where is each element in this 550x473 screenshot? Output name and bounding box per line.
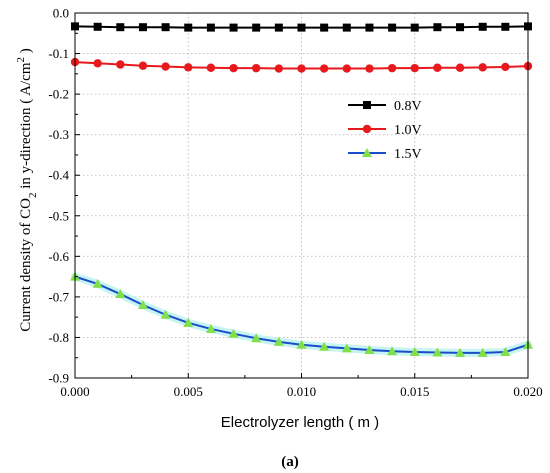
data-point [432, 347, 443, 357]
legend-marker [362, 148, 372, 157]
data-point [138, 23, 147, 32]
x-tick-label: 0.020 [513, 384, 542, 399]
data-point [319, 64, 329, 73]
y-tick-label: -0.2 [48, 87, 69, 102]
data-point [319, 341, 330, 351]
grid-lines [75, 13, 528, 378]
y-tick-label: -0.4 [48, 168, 69, 183]
data-point [116, 60, 125, 69]
data-point [388, 23, 397, 32]
data-point [297, 64, 306, 73]
y-axis-label-sup: 2 [15, 57, 27, 63]
data-point [433, 63, 442, 72]
data-point [387, 346, 398, 356]
data-point [92, 278, 103, 288]
data-point [93, 59, 102, 68]
y-tick-label: -0.1 [48, 46, 69, 61]
data-point [365, 64, 374, 73]
data-point [251, 333, 262, 343]
data-point [409, 347, 420, 357]
series-0.8V [71, 22, 532, 32]
legend-marker [363, 101, 371, 109]
data-point [206, 63, 216, 72]
x-tick-label: 0.005 [174, 384, 203, 399]
data-point [228, 328, 239, 338]
data-point [297, 23, 306, 32]
data-point [183, 317, 194, 327]
y-tick-label: -0.3 [48, 127, 69, 142]
series-1.0V [70, 57, 533, 73]
x-axis-label: Electrolyzer length ( m ) [221, 414, 379, 431]
x-tick-label: 0.010 [287, 384, 316, 399]
data-point [229, 23, 238, 32]
data-point [161, 23, 170, 32]
data-point [137, 300, 148, 309]
data-point [273, 336, 284, 346]
data-point [229, 63, 238, 73]
data-point [455, 347, 466, 357]
data-point [342, 64, 351, 73]
legend-item: 0.8V [348, 99, 422, 114]
y-axis-label-pre: Current density of CO [18, 198, 34, 332]
data-point [252, 63, 261, 73]
data-point [478, 22, 487, 31]
y-tick-label: -0.8 [48, 330, 69, 345]
legend-label: 1.5V [394, 147, 422, 162]
data-point [115, 289, 126, 299]
x-tick-label: 0.000 [60, 384, 89, 399]
legend-marker [362, 124, 372, 134]
figure-caption: (a) [281, 454, 299, 470]
data-point [410, 23, 419, 32]
data-point [410, 63, 419, 73]
y-tick-label: -0.9 [48, 371, 69, 386]
y-tick-label: -0.5 [48, 208, 69, 223]
data-point [387, 63, 397, 73]
legend: 0.8V 1.0V 1.5V [348, 99, 422, 162]
data-point [184, 23, 193, 32]
data-point [161, 62, 170, 71]
legend-label: 1.0V [394, 123, 422, 138]
y-axis-label-mid: in y-direction ( A/cm [18, 62, 34, 192]
data-point [93, 22, 102, 31]
axis-ticks: 0.0-0.1-0.2-0.3-0.4-0.5-0.6-0.7-0.8-0.90… [48, 6, 542, 400]
y-axis-label-sub: 2 [27, 192, 39, 198]
data-point [342, 23, 351, 32]
legend-item: 1.0V [348, 123, 422, 138]
data-point [500, 347, 511, 357]
y-tick-label: -0.6 [48, 249, 69, 264]
y-tick-label: 0.0 [53, 6, 69, 21]
data-point [478, 63, 487, 72]
series-1.5V [70, 271, 533, 357]
legend-label: 0.8V [394, 99, 422, 114]
data-point [433, 23, 442, 32]
data-point [160, 309, 171, 319]
data-point [455, 63, 465, 72]
data-point [138, 61, 148, 70]
data-point [274, 64, 284, 73]
data-point [116, 23, 125, 32]
data-point [205, 323, 216, 333]
x-tick-label: 0.015 [400, 384, 429, 399]
data-point [320, 23, 329, 32]
data-point [252, 23, 261, 32]
data-point [501, 62, 510, 72]
data-point [274, 23, 283, 32]
y-axis-label: Current density of CO2 in y-direction ( … [15, 48, 39, 331]
data-point [364, 345, 375, 355]
legend-item: 1.5V [348, 147, 422, 162]
data-point [206, 23, 215, 32]
y-axis-label-post: ) [18, 48, 34, 57]
data-point [477, 347, 488, 357]
y-tick-label: -0.7 [48, 289, 69, 304]
data-point [184, 63, 193, 72]
data-point [456, 23, 465, 32]
data-point [365, 23, 374, 32]
data-point [296, 339, 307, 349]
data-point [501, 22, 510, 31]
data-point [341, 343, 352, 353]
